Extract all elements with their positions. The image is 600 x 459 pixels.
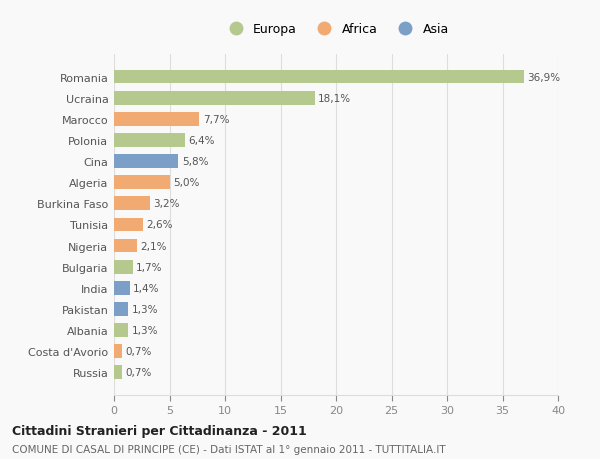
Bar	[114, 155, 178, 168]
Legend: Europa, Africa, Asia: Europa, Africa, Asia	[221, 21, 452, 39]
Text: 18,1%: 18,1%	[318, 94, 352, 103]
Text: 5,8%: 5,8%	[182, 157, 208, 167]
Text: 1,7%: 1,7%	[136, 262, 163, 272]
Text: 6,4%: 6,4%	[188, 135, 215, 146]
Text: 7,7%: 7,7%	[203, 115, 229, 124]
Bar	[114, 92, 315, 105]
Bar	[114, 218, 143, 232]
Bar	[114, 71, 524, 84]
Bar	[114, 345, 122, 358]
Text: 0,7%: 0,7%	[125, 368, 151, 377]
Text: 1,3%: 1,3%	[132, 325, 158, 335]
Text: 0,7%: 0,7%	[125, 347, 151, 356]
Bar	[114, 366, 122, 379]
Text: 1,4%: 1,4%	[133, 283, 160, 293]
Bar	[114, 112, 199, 126]
Bar	[114, 281, 130, 295]
Bar	[114, 239, 137, 253]
Text: COMUNE DI CASAL DI PRINCIPE (CE) - Dati ISTAT al 1° gennaio 2011 - TUTTITALIA.IT: COMUNE DI CASAL DI PRINCIPE (CE) - Dati …	[12, 444, 446, 454]
Bar	[114, 260, 133, 274]
Bar	[114, 197, 149, 211]
Text: Cittadini Stranieri per Cittadinanza - 2011: Cittadini Stranieri per Cittadinanza - 2…	[12, 424, 307, 437]
Bar	[114, 176, 170, 190]
Text: 5,0%: 5,0%	[173, 178, 199, 188]
Bar	[114, 324, 128, 337]
Bar	[114, 134, 185, 147]
Text: 36,9%: 36,9%	[527, 73, 560, 82]
Text: 1,3%: 1,3%	[132, 304, 158, 314]
Text: 3,2%: 3,2%	[153, 199, 179, 209]
Bar	[114, 302, 128, 316]
Text: 2,1%: 2,1%	[140, 241, 167, 251]
Text: 2,6%: 2,6%	[146, 220, 173, 230]
